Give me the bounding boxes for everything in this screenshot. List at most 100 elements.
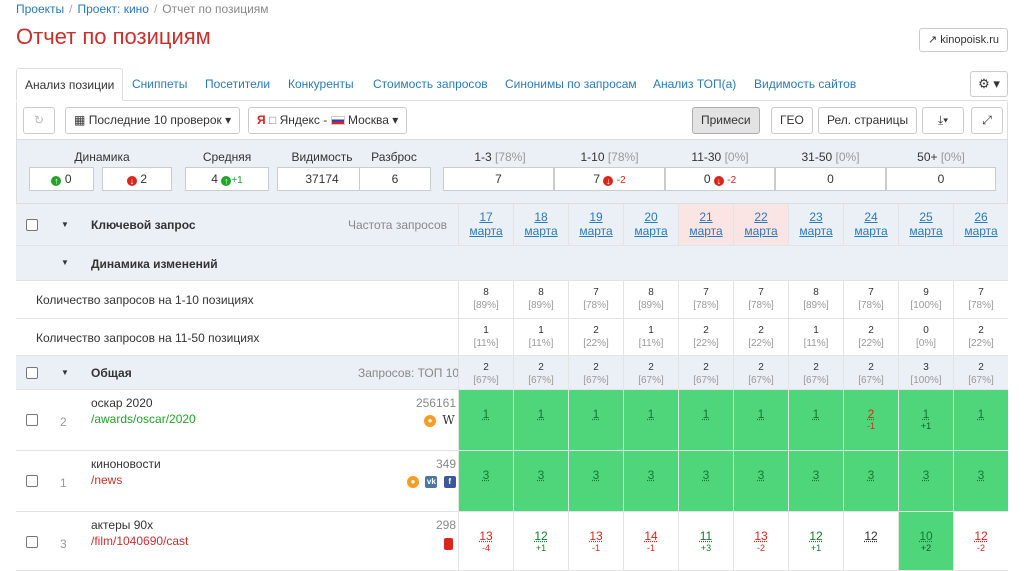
position-value: 1	[592, 407, 600, 421]
date-month[interactable]: марта	[744, 224, 778, 238]
freq-header[interactable]: Частота запросов	[348, 218, 448, 232]
collapse-toggle[interactable]: ▼	[61, 220, 69, 229]
position-cell[interactable]: 13 -4	[458, 512, 513, 570]
date-month[interactable]: марта	[579, 224, 613, 238]
breadcrumb-project[interactable]: Проект: кино	[77, 2, 149, 16]
date-column-header[interactable]: 20 марта	[623, 204, 678, 245]
position-cell[interactable]: 3	[568, 451, 623, 511]
keyword-url[interactable]: /awards/oscar/2020	[91, 412, 196, 426]
position-cell[interactable]: 3	[898, 451, 953, 511]
position-cell[interactable]: 1	[953, 390, 1008, 450]
date-column-header[interactable]: 24 марта	[843, 204, 898, 245]
date-column-header[interactable]: 22 марта	[733, 204, 788, 245]
date-month[interactable]: марта	[964, 224, 998, 238]
position-cell[interactable]: 3	[733, 451, 788, 511]
date-month[interactable]: марта	[469, 224, 503, 238]
position-cell[interactable]: 1	[513, 390, 568, 450]
external-site-button[interactable]: ↗ kinopoisk.ru	[919, 28, 1008, 52]
keyword-url[interactable]: /film/1040690/cast	[91, 534, 189, 548]
tab-query-cost[interactable]: Стоимость запросов	[373, 77, 488, 91]
period-dropdown[interactable]: ▦ Последние 10 проверок ▾	[65, 107, 241, 134]
date-month[interactable]: марта	[854, 224, 888, 238]
date-month[interactable]: марта	[799, 224, 833, 238]
position-cell[interactable]: 12 +1	[788, 512, 843, 570]
date-link[interactable]: 19	[589, 210, 603, 224]
tab-position-analysis[interactable]: Анализ позиции	[16, 68, 124, 101]
position-delta: +1	[535, 543, 547, 553]
date-column-header[interactable]: 17 марта	[458, 204, 513, 245]
position-cell[interactable]: 12 +1	[513, 512, 568, 570]
engine-region-dropdown[interactable]: Я □ Яндекс - Москва ▾	[248, 107, 408, 134]
date-link[interactable]: 21	[699, 210, 713, 224]
position-cell[interactable]: 10 +2	[898, 512, 953, 570]
stat-percent: [67%]	[638, 375, 664, 386]
select-all-checkbox[interactable]	[26, 219, 38, 231]
tab-synonyms[interactable]: Синонимы по запросам	[505, 77, 637, 91]
row-checkbox[interactable]	[26, 536, 38, 548]
keyword-url[interactable]: /news	[91, 473, 123, 487]
position-cell[interactable]: 1	[458, 390, 513, 450]
position-cell[interactable]: 3	[458, 451, 513, 511]
relevant-pages-toggle[interactable]: Рел. страницы	[818, 107, 918, 134]
stat-percent: [67%]	[473, 375, 499, 386]
tab-snippets[interactable]: Сниппеты	[132, 77, 188, 91]
date-column-header[interactable]: 23 марта	[788, 204, 843, 245]
date-link[interactable]: 26	[974, 210, 988, 224]
tab-top-analysis[interactable]: Анализ ТОП(а)	[653, 77, 737, 91]
row-checkbox[interactable]	[26, 475, 38, 487]
geo-toggle[interactable]: ГЕО	[771, 107, 813, 134]
date-link[interactable]: 23	[809, 210, 823, 224]
group-checkbox[interactable]	[26, 367, 38, 379]
date-link[interactable]: 25	[919, 210, 933, 224]
position-cell[interactable]: 14 -1	[623, 512, 678, 570]
collapse-toggle[interactable]: ▼	[61, 368, 69, 377]
date-link[interactable]: 22	[754, 210, 768, 224]
position-cell[interactable]: 13 -1	[568, 512, 623, 570]
position-cell[interactable]: 1 +1	[898, 390, 953, 450]
tab-site-visibility[interactable]: Видимость сайтов	[754, 77, 857, 91]
stat-cell: 1 [11%]	[788, 319, 843, 355]
export-button[interactable]: ⤓▾	[922, 107, 964, 134]
position-cell[interactable]: 3	[678, 451, 733, 511]
collapse-toggle[interactable]: ▼	[61, 258, 69, 267]
position-cell[interactable]: 1	[678, 390, 733, 450]
date-column-header[interactable]: 26 марта	[953, 204, 1008, 245]
stat-percent: [22%]	[968, 338, 994, 349]
position-cell[interactable]: 3	[623, 451, 678, 511]
date-column-header[interactable]: 18 марта	[513, 204, 568, 245]
stat-percent: [11%]	[638, 338, 664, 349]
position-cell[interactable]: 2 -1	[843, 390, 898, 450]
position-cell[interactable]: 12 -2	[953, 512, 1008, 570]
date-column-header[interactable]: 25 марта	[898, 204, 953, 245]
stat-percent: [78%]	[968, 300, 994, 311]
position-cell[interactable]: 3	[513, 451, 568, 511]
position-cell[interactable]: 1	[568, 390, 623, 450]
position-cell[interactable]: 3	[788, 451, 843, 511]
position-cell[interactable]: 11 +3	[678, 512, 733, 570]
tab-competitors[interactable]: Конкуренты	[288, 77, 354, 91]
settings-button[interactable]: ⚙ ▾	[970, 71, 1008, 97]
position-cell[interactable]: 3	[953, 451, 1008, 511]
position-cell[interactable]: 1	[733, 390, 788, 450]
refresh-button[interactable]: ↻	[23, 107, 55, 134]
position-cell[interactable]: 1	[788, 390, 843, 450]
date-month[interactable]: марта	[689, 224, 723, 238]
impurities-toggle[interactable]: Примеси	[692, 107, 760, 134]
date-month[interactable]: марта	[634, 224, 668, 238]
date-link[interactable]: 17	[479, 210, 493, 224]
position-cell[interactable]: 12	[843, 512, 898, 570]
position-cell[interactable]: 1	[623, 390, 678, 450]
date-month[interactable]: марта	[524, 224, 558, 238]
date-column-header[interactable]: 21 марта	[678, 204, 733, 245]
row-checkbox[interactable]	[26, 414, 38, 426]
date-link[interactable]: 24	[864, 210, 878, 224]
date-link[interactable]: 18	[534, 210, 548, 224]
date-link[interactable]: 20	[644, 210, 658, 224]
position-cell[interactable]: 3	[843, 451, 898, 511]
fullscreen-button[interactable]: ⤢	[971, 107, 1003, 134]
breadcrumb-projects[interactable]: Проекты	[16, 2, 65, 16]
position-cell[interactable]: 13 -2	[733, 512, 788, 570]
date-month[interactable]: марта	[909, 224, 943, 238]
date-column-header[interactable]: 19 марта	[568, 204, 623, 245]
tab-visitors[interactable]: Посетители	[205, 77, 271, 91]
